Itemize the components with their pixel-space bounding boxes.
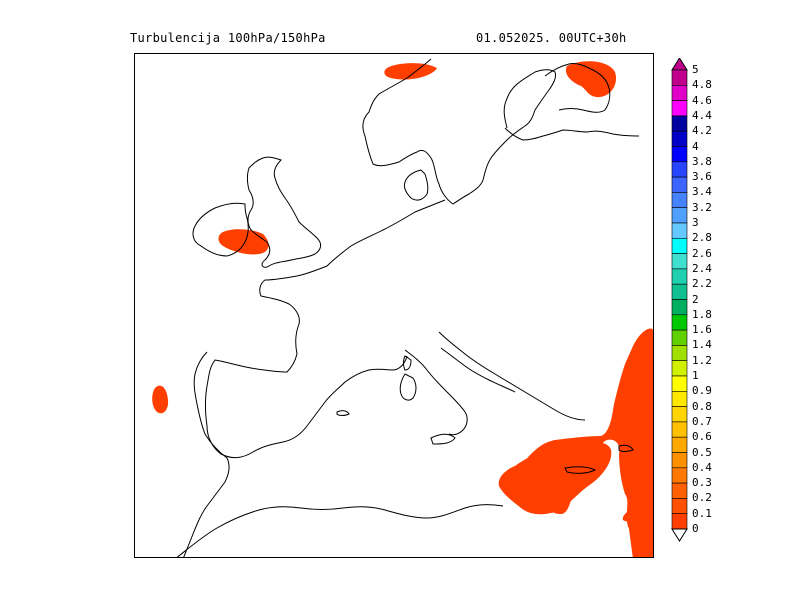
legend-swatch bbox=[671, 467, 688, 484]
forecast-time: 01.052025. 00UTC+30h bbox=[476, 31, 627, 45]
turbulence-map bbox=[134, 53, 654, 558]
coastline-gulf-finland bbox=[544, 63, 611, 113]
legend-swatch bbox=[671, 314, 688, 331]
legend-label: 4 bbox=[692, 139, 699, 153]
legend-swatch bbox=[671, 130, 688, 147]
coastline-iberia bbox=[183, 351, 230, 557]
turbulence-areas bbox=[152, 61, 653, 557]
legend-label: 0.2 bbox=[692, 491, 712, 505]
legend-swatch bbox=[671, 436, 688, 453]
legend-swatch bbox=[671, 192, 688, 208]
legend-label: 1 bbox=[692, 369, 699, 382]
legend-label: 1.4 bbox=[692, 338, 712, 352]
coastline-sicily bbox=[430, 433, 456, 445]
legend-swatch bbox=[671, 176, 688, 193]
turbulence-area-cyprus-sliver bbox=[622, 494, 653, 522]
coastline-cyprus bbox=[618, 444, 634, 452]
legend-swatch bbox=[671, 421, 688, 438]
legend-label: 3 bbox=[692, 216, 699, 229]
legend-label: 2.6 bbox=[692, 246, 712, 260]
legend-label: 2.8 bbox=[692, 231, 712, 245]
coastline-jutland bbox=[404, 169, 429, 201]
coastline-scandinavia bbox=[362, 58, 556, 205]
coastline-north-sea-continent bbox=[205, 199, 446, 459]
legend-swatch bbox=[671, 84, 688, 101]
map-canvas bbox=[152, 58, 653, 557]
legend-label: 5 bbox=[692, 63, 699, 76]
coastline-adriatic-balkans bbox=[438, 331, 586, 421]
legend-swatch bbox=[671, 375, 688, 392]
coastline-balearic bbox=[336, 410, 350, 416]
legend-label: 1.6 bbox=[692, 323, 712, 337]
legend-label: 3.6 bbox=[692, 170, 712, 184]
legend-label: 0.9 bbox=[692, 384, 712, 398]
legend-top-arrow bbox=[671, 58, 688, 71]
legend-swatch bbox=[671, 222, 688, 239]
legend-swatch bbox=[671, 452, 688, 469]
legend-label: 2.2 bbox=[692, 277, 712, 291]
turbulence-area-ireland bbox=[218, 229, 269, 255]
legend-swatch bbox=[671, 238, 688, 254]
legend-label: 4.4 bbox=[692, 108, 712, 122]
legend-label: 1.2 bbox=[692, 353, 712, 367]
legend-label: 0.8 bbox=[692, 399, 712, 413]
legend-swatch bbox=[671, 498, 688, 514]
coastline-sardinia bbox=[399, 373, 417, 401]
legend-swatch bbox=[671, 207, 688, 224]
legend-swatch bbox=[671, 115, 688, 132]
legend-swatch bbox=[671, 100, 688, 117]
color-scale-legend: 5 4.8 4.6 4.4 4.2 4 3.8 3.6 3.4 3.2 3 2.8 2.6 2.4 2.2 2… bbox=[670, 58, 790, 548]
legend-label: 2.4 bbox=[692, 261, 712, 275]
legend-swatch bbox=[671, 345, 688, 361]
legend-swatch bbox=[671, 69, 688, 86]
legend-swatch bbox=[671, 146, 688, 163]
legend-label: 0.7 bbox=[692, 414, 712, 428]
legend-label: 0.4 bbox=[692, 460, 712, 474]
legend-swatch bbox=[671, 283, 688, 300]
legend-label: 0.3 bbox=[692, 476, 712, 490]
legend-bottom-arrow bbox=[671, 528, 688, 542]
legend-label: 2 bbox=[692, 292, 699, 306]
legend-swatch bbox=[671, 268, 688, 285]
legend-label: 4.8 bbox=[692, 78, 712, 92]
legend-label: 3.8 bbox=[692, 154, 712, 168]
turbulence-area-greece-libya bbox=[498, 441, 612, 515]
legend-swatch bbox=[671, 299, 688, 316]
legend-label: 4.6 bbox=[692, 93, 712, 107]
legend-label: 1.8 bbox=[692, 307, 712, 321]
legend-label: 0.5 bbox=[692, 445, 712, 459]
turbulence-area-norway bbox=[384, 63, 437, 80]
turbulence-area-atlantic bbox=[152, 385, 169, 414]
map-title: Turbulencija 100hPa/150hPa bbox=[130, 31, 326, 45]
legend-label: 4.2 bbox=[692, 124, 712, 138]
legend-label: 0.6 bbox=[692, 430, 712, 444]
legend-swatch bbox=[671, 329, 688, 346]
coastline-crete bbox=[564, 466, 597, 474]
legend-swatch bbox=[671, 513, 688, 530]
legend-swatch bbox=[671, 390, 688, 407]
legend-swatch bbox=[671, 253, 688, 270]
legend-bar bbox=[671, 58, 688, 542]
coastline-baltic bbox=[504, 127, 640, 141]
legend-swatch bbox=[671, 406, 688, 423]
legend-label: 3.4 bbox=[692, 185, 712, 199]
legend-label: 0.1 bbox=[692, 506, 712, 520]
legend-label: 3.2 bbox=[692, 200, 712, 214]
legend-swatch bbox=[671, 482, 688, 499]
turbulence-area-finland bbox=[565, 61, 617, 98]
legend-label: 0 bbox=[692, 522, 699, 535]
coastlines bbox=[176, 58, 640, 557]
legend-swatch bbox=[671, 360, 688, 377]
coastline-corsica bbox=[403, 355, 412, 371]
coastline-italy bbox=[404, 347, 516, 436]
coastline-ireland bbox=[192, 202, 249, 257]
coastline-britain bbox=[247, 156, 322, 268]
coastline-north-africa bbox=[176, 504, 504, 557]
legend-swatch bbox=[671, 161, 688, 178]
